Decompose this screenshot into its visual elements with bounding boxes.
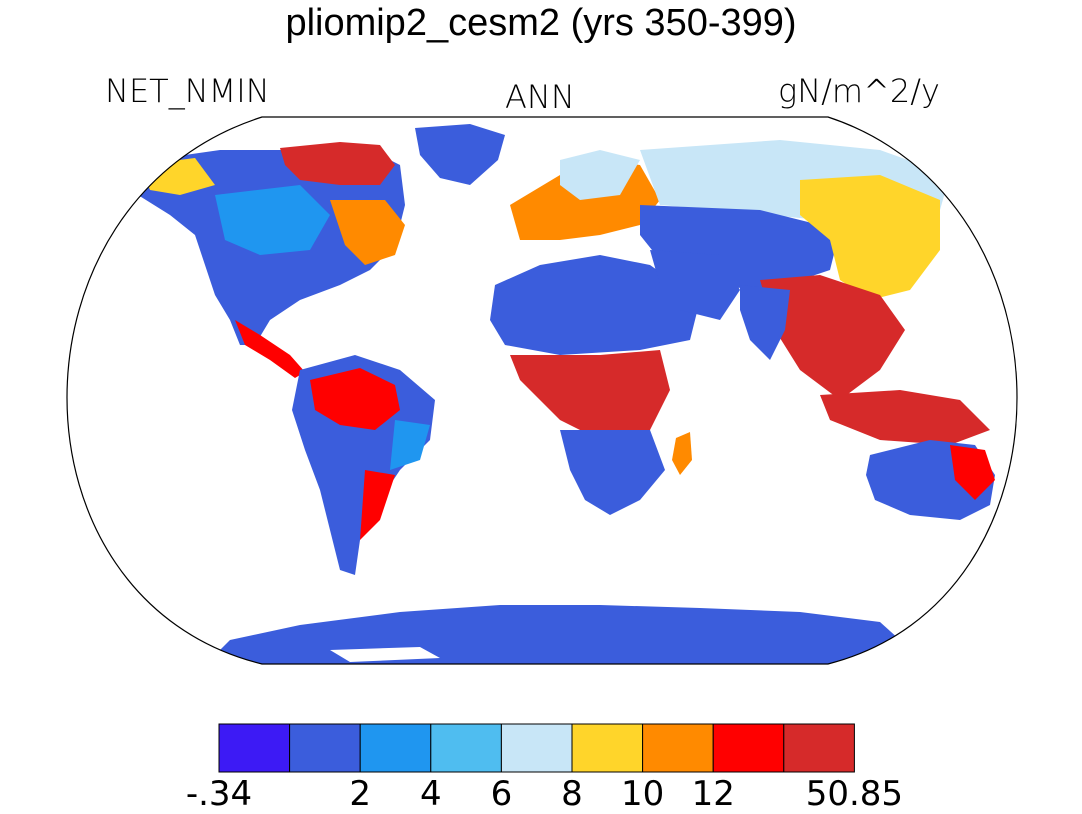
colorbar-swatch xyxy=(430,723,502,773)
indonesia-region xyxy=(820,390,990,445)
north-africa-region xyxy=(490,255,700,355)
colorbar-tick-label: 2 xyxy=(349,774,372,814)
season-label: ANN xyxy=(505,78,575,116)
colorbar-tick-label: 8 xyxy=(561,774,583,814)
colorbar-tick-label: 6 xyxy=(490,774,513,814)
madagascar-region xyxy=(672,432,692,475)
canada-arctic-region xyxy=(280,142,395,185)
new-zealand-region xyxy=(1005,512,1017,540)
greenland-region xyxy=(415,124,505,185)
antarctica-white-patch xyxy=(330,647,440,662)
plot-title: pliomip2_cesm2 (yrs 350-399) xyxy=(285,2,797,44)
colorbar-tick-label: 50.85 xyxy=(805,774,904,814)
map-outline xyxy=(66,116,1018,665)
colorbar-swatch xyxy=(500,723,573,773)
colorbar-swatch xyxy=(218,723,291,773)
south-america-east-region xyxy=(390,420,430,470)
colorbar-tick-label: -.34 xyxy=(185,774,253,814)
colorbar xyxy=(218,723,855,773)
amazon-region xyxy=(310,368,400,430)
antarctica-region xyxy=(200,605,900,664)
colorbar-swatch xyxy=(642,723,714,773)
scandinavia-region xyxy=(560,150,640,200)
colorbar-swatch xyxy=(712,723,785,773)
north-america-mid-region xyxy=(215,185,330,255)
colorbar-swatch xyxy=(571,723,644,773)
south-america-south-region xyxy=(360,470,395,540)
variable-label: NET_NMIN xyxy=(105,72,270,110)
colorbar-swatch xyxy=(359,723,432,773)
australia-east-region xyxy=(950,445,995,500)
colorbar-tick-label: 4 xyxy=(419,774,442,814)
middle-east-region xyxy=(650,250,740,320)
colorbar-tick-label: 10 xyxy=(620,774,665,814)
colorbar-swatch xyxy=(783,723,855,773)
canada-east-region xyxy=(330,200,405,265)
units-label: gN/m^2/y xyxy=(778,72,940,110)
central-america-region xyxy=(235,320,305,378)
south-east-asia-region xyxy=(760,275,905,400)
south-africa-region xyxy=(560,430,665,515)
central-africa-region xyxy=(510,350,670,440)
map-fill-layer xyxy=(130,124,1017,664)
east-asia-region xyxy=(800,175,940,300)
colorbar-tick-label: 12 xyxy=(691,774,735,814)
colorbar-swatch xyxy=(289,723,361,773)
india-region xyxy=(740,285,790,360)
